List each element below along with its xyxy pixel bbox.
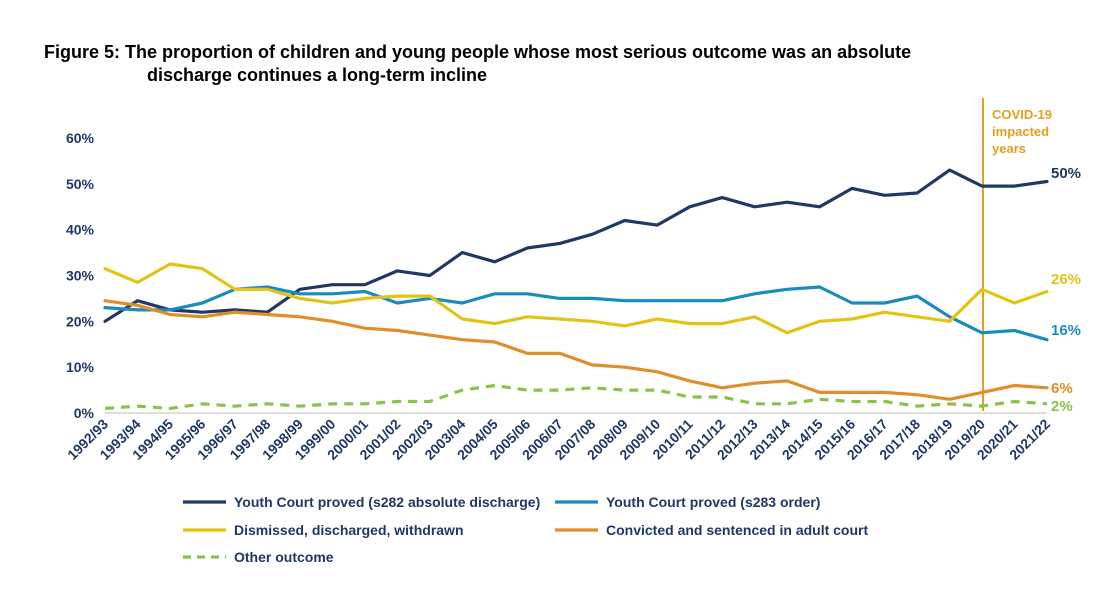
x-axis: 1992/931993/941994/951995/961996/971997/… [64, 412, 1053, 463]
y-tick-label: 10% [66, 359, 95, 375]
legend-item-label: Convicted and sentenced in adult court [606, 522, 868, 538]
chart-title-line1: Figure 5: The proportion of children and… [44, 42, 912, 62]
series-lines [103, 168, 1049, 410]
chart-title: Figure 5: The proportion of children and… [44, 41, 1044, 87]
series-end-label: 26% [1051, 271, 1081, 288]
series-end-label: 16% [1051, 322, 1081, 339]
y-tick-label: 40% [66, 222, 95, 238]
y-axis: 0% 10% 20% 30% 40% 50% 60% [66, 130, 95, 421]
series-end-label: 50% [1051, 165, 1081, 182]
y-tick-label: 0% [74, 405, 95, 421]
series-line [104, 383, 1048, 410]
legend-item-label: Other outcome [234, 549, 334, 565]
covid-annotation: COVID-19 impacted years [982, 98, 1052, 411]
series-end-label: 2% [1051, 398, 1073, 415]
y-tick-label: 20% [66, 313, 95, 329]
chart-title-line2: discharge continues a long-term incline [147, 65, 488, 85]
y-tick-label: 50% [66, 176, 95, 192]
end-labels: 50% 16% 26% 6%2% [1051, 165, 1081, 415]
y-tick-label: 30% [66, 268, 95, 284]
series-line [103, 262, 1049, 335]
legend-item-label: Youth Court proved (s282 absolute discha… [234, 494, 540, 510]
y-tick-label: 60% [66, 130, 95, 146]
covid-label: COVID-19 [992, 107, 1052, 122]
legend: Youth Court proved (s282 absolute discha… [183, 494, 868, 565]
series-line [103, 299, 1049, 401]
series-end-label: 6% [1051, 380, 1073, 397]
series-line [103, 168, 1049, 323]
covid-label: impacted [992, 124, 1049, 139]
legend-item-label: Youth Court proved (s283 order) [606, 494, 820, 510]
covid-label: years [992, 141, 1026, 156]
legend-item-label: Dismissed, discharged, withdrawn [234, 522, 464, 538]
series-line [103, 285, 1049, 342]
